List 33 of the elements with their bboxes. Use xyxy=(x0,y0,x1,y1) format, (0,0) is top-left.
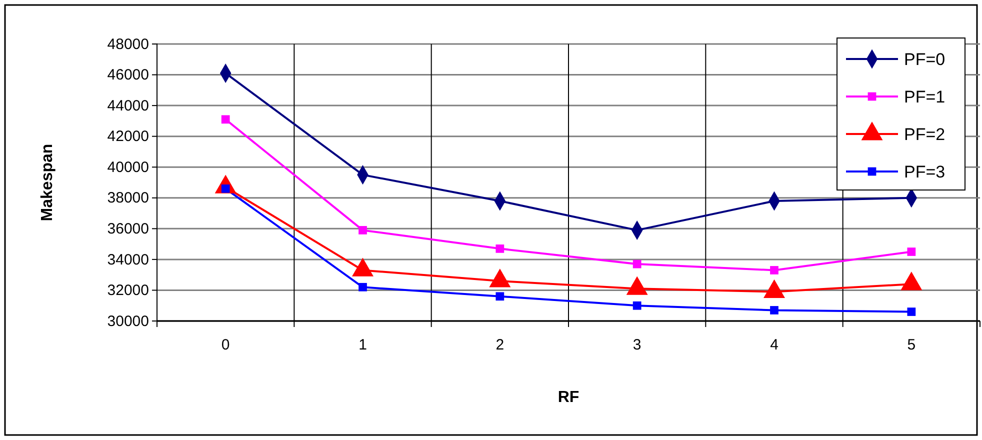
x-tick-label: 2 xyxy=(496,336,504,354)
point xyxy=(358,282,367,292)
y-tick-label: 38000 xyxy=(107,190,149,207)
x-tick-label: 0 xyxy=(221,336,230,354)
y-tick-label: 36000 xyxy=(107,220,149,238)
point xyxy=(907,308,916,316)
legend-label: PF=2 xyxy=(904,125,946,144)
x-axis-title: RF xyxy=(558,389,580,406)
y-tick-label: 46000 xyxy=(107,66,149,84)
point xyxy=(496,244,504,253)
legend-label: PF=0 xyxy=(904,50,946,69)
point xyxy=(496,292,504,301)
legend-label: PF=3 xyxy=(904,162,946,182)
x-tick-label: 4 xyxy=(770,336,778,354)
y-tick-label: 30000 xyxy=(107,312,149,330)
y-tick-label: 44000 xyxy=(107,97,149,114)
y-tick-label: 34000 xyxy=(107,251,149,268)
y-tick-label: 32000 xyxy=(107,282,149,300)
point xyxy=(358,226,367,234)
point xyxy=(770,306,778,314)
y-tick-label: 42000 xyxy=(107,128,149,146)
x-tick-label: 5 xyxy=(907,336,916,354)
x-tick-label: 3 xyxy=(632,336,642,354)
y-tick-label: 48000 xyxy=(107,36,149,53)
point xyxy=(632,260,642,268)
y-tick-label: 40000 xyxy=(107,158,149,176)
point xyxy=(907,248,916,256)
y-axis-title: Makespan xyxy=(39,144,56,222)
legend-label: PF=1 xyxy=(904,88,946,106)
x-tick-label: 1 xyxy=(358,336,367,354)
point xyxy=(770,266,778,274)
point xyxy=(221,115,230,124)
point xyxy=(632,301,642,310)
